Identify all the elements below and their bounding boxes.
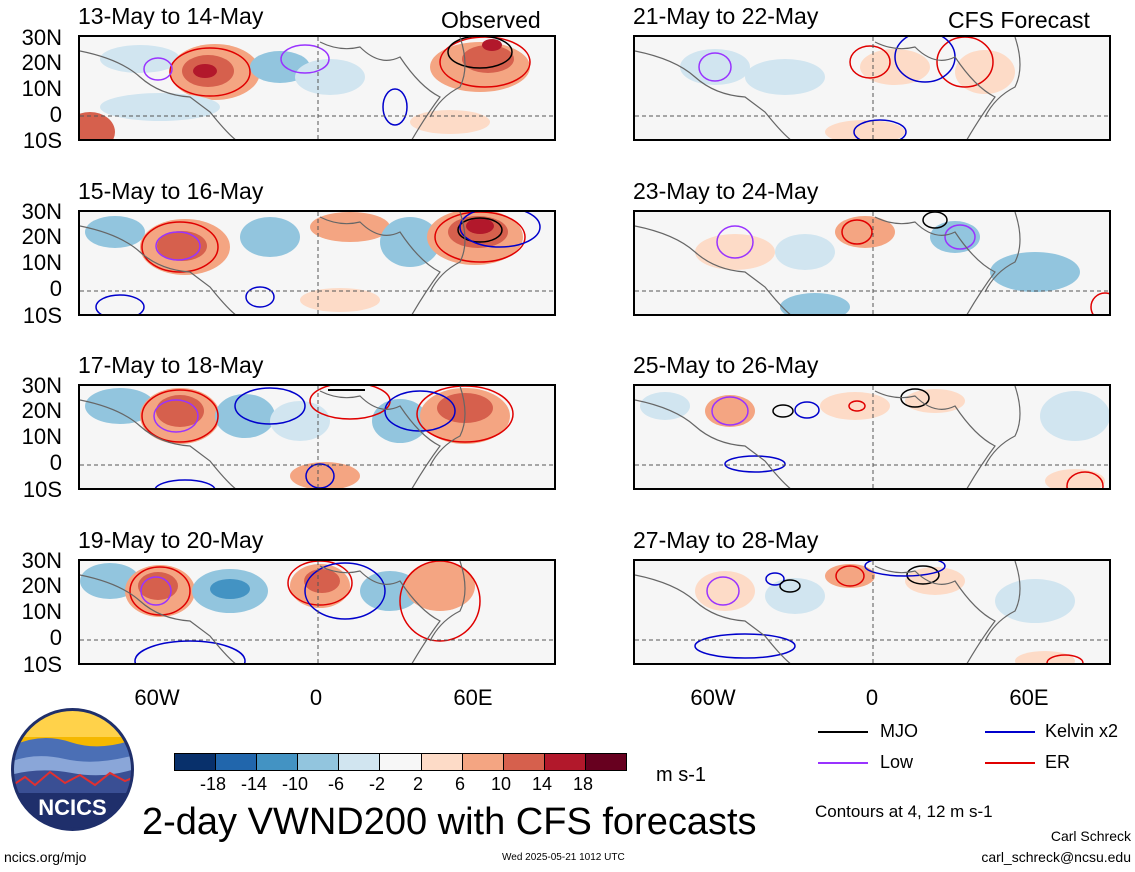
footer-author: Carl Schreck <box>1050 828 1131 844</box>
legend-label-er: ER <box>1045 752 1071 772</box>
panel-title: 15-May to 16-May <box>78 178 264 204</box>
panel-title: 19-May to 20-May <box>78 527 264 553</box>
colorbar-swatch <box>502 754 544 770</box>
colorbar-swatch <box>584 754 627 770</box>
lon-label: 60W <box>690 685 736 710</box>
lat-label: 0 <box>49 276 62 301</box>
footer-timestamp: Wed 2025-05-21 1012 UTC <box>502 852 625 863</box>
panel-title: 23-May to 24-May <box>633 178 819 204</box>
colorbar-label: -10 <box>281 774 308 794</box>
lat-label: 10N <box>21 76 62 101</box>
colorbar-label: 6 <box>454 774 465 794</box>
panel-title: 13-May to 14-May <box>78 3 264 29</box>
colorbar-label: -18 <box>199 774 226 794</box>
colorbar <box>174 753 627 771</box>
lat-label: 10S <box>22 477 62 502</box>
lat-label: 30N <box>21 25 62 50</box>
lat-label: 0 <box>49 625 62 650</box>
lat-label: 10N <box>21 599 62 624</box>
lat-label: 20N <box>21 224 62 249</box>
colorbar-label: -6 <box>327 774 344 794</box>
map-plot <box>78 384 556 490</box>
map-plot <box>633 559 1111 665</box>
lat-label: 10S <box>22 128 62 153</box>
colorbar-swatch <box>461 754 503 770</box>
lat-label: 0 <box>49 450 62 475</box>
lon-label: 0 <box>865 685 879 710</box>
map-plot <box>78 210 556 316</box>
legend-label-low: Low <box>880 752 914 772</box>
colorbar-swatch <box>256 754 298 770</box>
lon-label: 60E <box>453 685 493 710</box>
colorbar-swatch <box>379 754 421 770</box>
colorbar-label: -2 <box>368 774 385 794</box>
lat-label: 20N <box>21 398 62 423</box>
map-plot <box>78 35 556 141</box>
map-plot <box>78 559 556 665</box>
colorbar-units: m s-1 <box>656 764 706 786</box>
colorbar-swatch <box>175 754 216 770</box>
legend-swatch-low <box>818 762 868 764</box>
contours-note: Contours at 4, 12 m s-1 <box>815 802 993 821</box>
panel-title: 17-May to 18-May <box>78 352 264 378</box>
lat-label: 10N <box>21 424 62 449</box>
map-plot <box>633 210 1111 316</box>
lat-label: 30N <box>21 199 62 224</box>
colorbar-swatch <box>543 754 585 770</box>
lat-label: 10S <box>22 303 62 328</box>
lon-label: 60W <box>134 685 180 710</box>
legend-swatch-mjo <box>818 731 868 733</box>
observed-label: Observed <box>441 7 541 33</box>
colorbar-label: -14 <box>240 774 267 794</box>
footer-url: ncics.org/mjo <box>4 849 87 865</box>
lat-label: 0 <box>49 102 62 127</box>
panel-title: 21-May to 22-May <box>633 3 819 29</box>
lat-label: 30N <box>21 373 62 398</box>
map-plot <box>633 384 1111 490</box>
colorbar-label: 14 <box>531 774 553 794</box>
panel-title: 27-May to 28-May <box>633 527 819 553</box>
legend-swatch-kelvin <box>985 731 1035 733</box>
lat-label: 10S <box>22 652 62 677</box>
colorbar-swatch <box>215 754 257 770</box>
lat-label: 20N <box>21 573 62 598</box>
lat-label: 30N <box>21 548 62 573</box>
map-plot <box>633 35 1111 141</box>
colorbar-label: 10 <box>490 774 512 794</box>
footer-email: carl_schreck@ncsu.edu <box>981 849 1131 865</box>
colorbar-label: 18 <box>572 774 594 794</box>
logo-text: NCICS <box>38 795 106 820</box>
colorbar-swatch <box>338 754 380 770</box>
colorbar-swatch <box>297 754 339 770</box>
panel-title: 25-May to 26-May <box>633 352 819 378</box>
legend-label-mjo: MJO <box>880 721 918 741</box>
lon-label: 0 <box>309 685 323 710</box>
lat-label: 20N <box>21 50 62 75</box>
legend-label-kelvin: Kelvin x2 <box>1045 721 1119 741</box>
colorbar-label: 2 <box>412 774 423 794</box>
ncics-logo: NCICS <box>10 707 135 832</box>
lon-label: 60E <box>1009 685 1049 710</box>
main-title: 2-day VWND200 with CFS forecasts <box>142 801 757 843</box>
cfs-forecast-label: CFS Forecast <box>948 7 1090 33</box>
colorbar-swatch <box>420 754 462 770</box>
lat-label: 10N <box>21 250 62 275</box>
legend-swatch-er <box>985 762 1035 764</box>
